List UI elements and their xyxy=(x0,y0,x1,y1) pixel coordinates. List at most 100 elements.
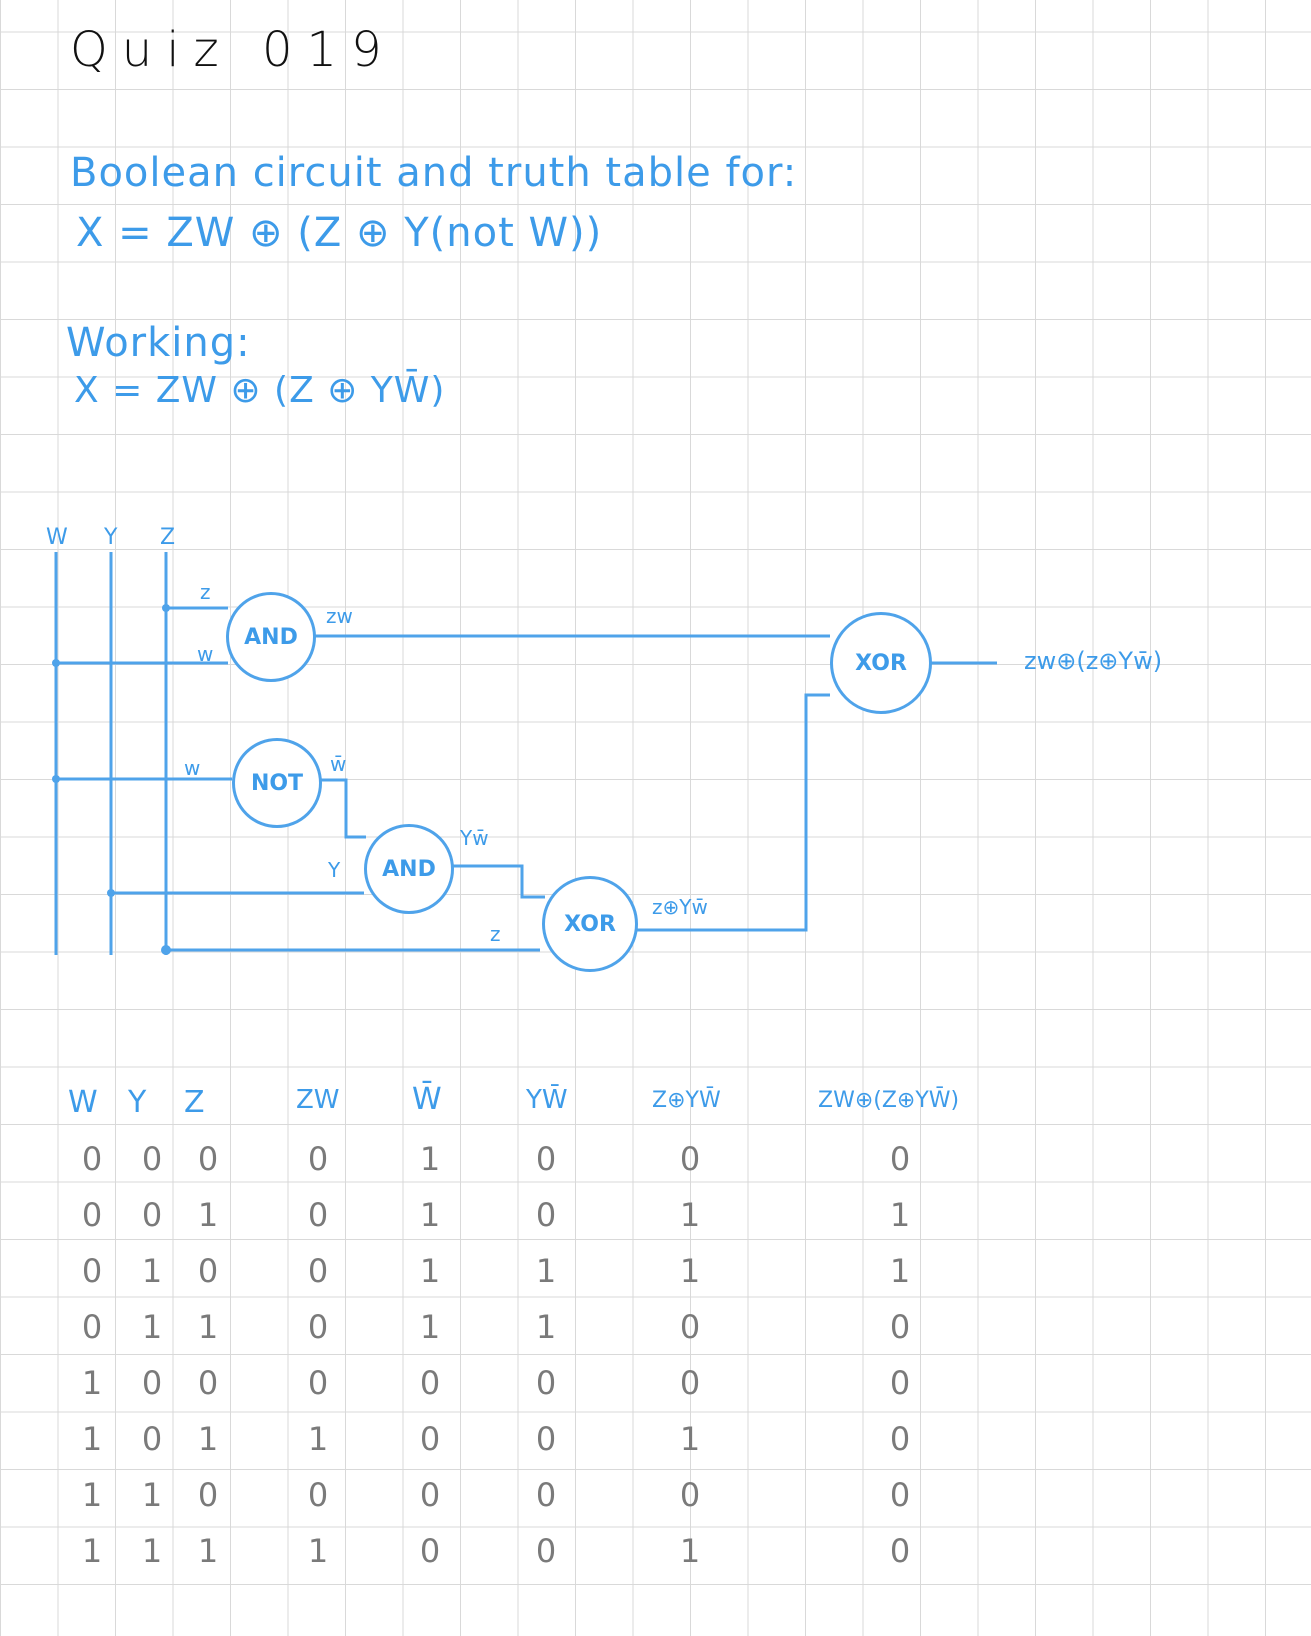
table-cell: 1 xyxy=(535,1308,557,1346)
table-cell: 0 xyxy=(307,1364,329,1402)
table-cell: 0 xyxy=(307,1476,329,1514)
table-cell: 0 xyxy=(419,1364,441,1402)
table-cell: 1 xyxy=(197,1196,219,1234)
table-header-w: W xyxy=(68,1085,98,1120)
table-cell: 0 xyxy=(197,1252,219,1290)
table-cell: 1 xyxy=(679,1532,701,1570)
table-cell: 1 xyxy=(679,1420,701,1458)
table-cell: 0 xyxy=(889,1420,911,1458)
table-cell: 1 xyxy=(197,1308,219,1346)
wire-label-yw: Yw̄ xyxy=(460,826,489,850)
table-cell: 1 xyxy=(535,1252,557,1290)
table-cell: 1 xyxy=(81,1420,103,1458)
table-cell: 1 xyxy=(307,1420,329,1458)
table-header-z: Z xyxy=(184,1085,205,1120)
table-cell: 0 xyxy=(889,1308,911,1346)
table-header-z-xor-yw: Z⊕YW̄ xyxy=(652,1088,721,1113)
table-cell: 1 xyxy=(679,1196,701,1234)
working-label: Working: xyxy=(66,320,251,366)
table-cell: 0 xyxy=(197,1140,219,1178)
table-cell: 1 xyxy=(419,1140,441,1178)
table-cell: 0 xyxy=(141,1420,163,1458)
table-cell: 1 xyxy=(307,1532,329,1570)
table-cell: 1 xyxy=(679,1252,701,1290)
table-cell: 1 xyxy=(141,1532,163,1570)
table-cell: 0 xyxy=(535,1532,557,1570)
table-cell: 0 xyxy=(419,1532,441,1570)
table-header-y: Y xyxy=(128,1085,147,1120)
table-cell: 0 xyxy=(197,1364,219,1402)
table-cell: 1 xyxy=(197,1532,219,1570)
wire-and2-out xyxy=(450,864,545,899)
junction xyxy=(107,889,115,897)
table-cell: 1 xyxy=(141,1252,163,1290)
table-cell: 0 xyxy=(535,1476,557,1514)
table-cell: 0 xyxy=(419,1420,441,1458)
table-cell: 0 xyxy=(307,1196,329,1234)
wire-label-w: w xyxy=(197,642,214,666)
wire-xor1-out xyxy=(635,693,830,932)
table-cell: 0 xyxy=(141,1140,163,1178)
table-header-not-w: W̄ xyxy=(412,1082,442,1117)
heading-line-2: X = ZW ⊕ (Z ⊕ Y(not W)) xyxy=(76,210,603,256)
table-cell: 1 xyxy=(419,1252,441,1290)
table-cell: 1 xyxy=(81,1476,103,1514)
table-cell: 1 xyxy=(889,1196,911,1234)
table-cell: 0 xyxy=(141,1364,163,1402)
table-cell: 0 xyxy=(419,1476,441,1514)
table-cell: 0 xyxy=(535,1364,557,1402)
page-title: Quiz 019 xyxy=(70,22,396,78)
junction xyxy=(52,775,60,783)
table-cell: 0 xyxy=(141,1196,163,1234)
table-cell: 0 xyxy=(81,1196,103,1234)
junction xyxy=(52,659,60,667)
output-label: zw⊕(z⊕Yw̄) xyxy=(1024,647,1163,675)
table-cell: 0 xyxy=(679,1308,701,1346)
table-cell: 0 xyxy=(889,1532,911,1570)
input-label-w: W xyxy=(46,525,68,550)
wire-label-not-w: w̄ xyxy=(330,752,347,776)
xor-gate-1: XOR xyxy=(542,876,638,972)
wire-label-z-xor-yw: z⊕Yw̄ xyxy=(652,895,708,919)
table-header-output: ZW⊕(Z⊕YW̄) xyxy=(818,1088,960,1113)
table-cell: 1 xyxy=(141,1308,163,1346)
table-cell: 0 xyxy=(81,1308,103,1346)
table-cell: 1 xyxy=(81,1364,103,1402)
input-label-y: Y xyxy=(104,525,118,550)
table-cell: 0 xyxy=(889,1364,911,1402)
table-header-zw: ZW xyxy=(296,1085,340,1115)
table-cell: 1 xyxy=(419,1196,441,1234)
circuit-diagram xyxy=(52,552,997,955)
wire-label-w-not: w xyxy=(184,756,201,780)
table-header-yw: YW̄ xyxy=(526,1085,568,1115)
table-cell: 0 xyxy=(679,1364,701,1402)
table-cell: 1 xyxy=(419,1308,441,1346)
junction xyxy=(161,945,171,955)
table-cell: 0 xyxy=(679,1476,701,1514)
table-cell: 0 xyxy=(307,1308,329,1346)
and-gate-1: AND xyxy=(226,592,316,682)
table-cell: 1 xyxy=(889,1252,911,1290)
table-cell: 0 xyxy=(889,1476,911,1514)
heading-line-1: Boolean circuit and truth table for: xyxy=(70,150,798,196)
table-cell: 0 xyxy=(81,1140,103,1178)
table-cell: 0 xyxy=(535,1420,557,1458)
table-cell: 0 xyxy=(535,1140,557,1178)
table-cell: 0 xyxy=(679,1140,701,1178)
xor-gate-2: XOR xyxy=(830,612,932,714)
table-cell: 0 xyxy=(307,1140,329,1178)
wire-label-y: Y xyxy=(328,858,341,882)
table-cell: 0 xyxy=(81,1252,103,1290)
table-cell: 0 xyxy=(307,1252,329,1290)
table-cell: 1 xyxy=(197,1420,219,1458)
input-label-z: Z xyxy=(160,525,176,550)
table-cell: 0 xyxy=(535,1196,557,1234)
wire-not-out xyxy=(316,778,366,839)
working-expression: X = ZW ⊕ (Z ⊕ YW̄) xyxy=(74,370,446,411)
junction xyxy=(162,604,170,612)
wire-label-zw: zw xyxy=(326,604,353,628)
not-gate: NOT xyxy=(232,738,322,828)
wire-label-z: z xyxy=(200,580,211,604)
table-cell: 0 xyxy=(197,1476,219,1514)
table-cell: 0 xyxy=(889,1140,911,1178)
